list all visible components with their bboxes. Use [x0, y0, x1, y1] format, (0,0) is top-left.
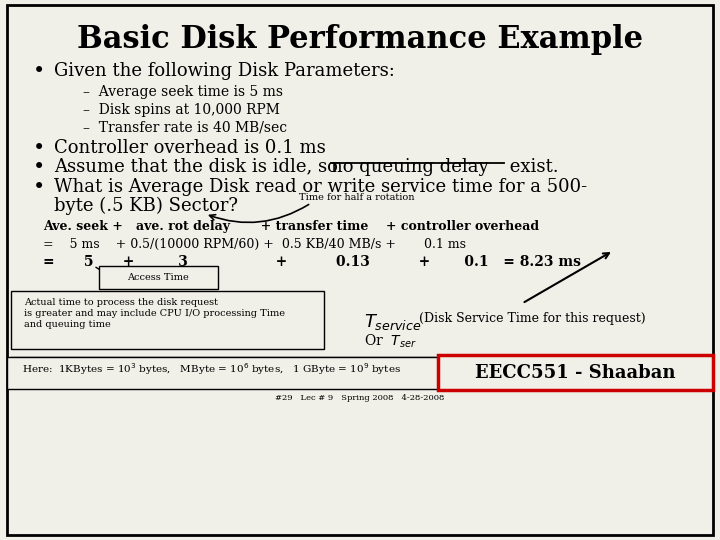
Text: exist.: exist. [504, 158, 559, 176]
Text: $T_{service}$: $T_{service}$ [364, 312, 421, 332]
Text: Here:  1KBytes = 10$^3$ bytes,   MByte = 10$^6$ bytes,   1 GByte = 10$^9$ bytes: Here: 1KBytes = 10$^3$ bytes, MByte = 10… [22, 361, 400, 377]
Text: What is Average Disk read or write service time for a 500-: What is Average Disk read or write servi… [54, 178, 587, 196]
Text: byte (.5 KB) Sector?: byte (.5 KB) Sector? [54, 197, 238, 215]
Text: Or  $T_{ser}$: Or $T_{ser}$ [364, 332, 416, 349]
FancyBboxPatch shape [438, 355, 713, 390]
Text: Access Time: Access Time [127, 273, 189, 281]
Text: no queuing delay: no queuing delay [331, 158, 489, 176]
FancyBboxPatch shape [7, 5, 713, 535]
Text: is greater and may include CPU I/O processing Time: is greater and may include CPU I/O proce… [24, 309, 285, 318]
Text: Assume that the disk is idle, so: Assume that the disk is idle, so [54, 158, 343, 176]
Text: –  Disk spins at 10,000 RPM: – Disk spins at 10,000 RPM [83, 103, 279, 117]
Text: Controller overhead is 0.1 ms: Controller overhead is 0.1 ms [54, 139, 325, 157]
FancyBboxPatch shape [99, 266, 218, 289]
Text: Ave. seek +   ave. rot delay       + transfer time    + controller overhead: Ave. seek + ave. rot delay + transfer ti… [43, 220, 539, 233]
Text: Actual time to process the disk request: Actual time to process the disk request [24, 298, 217, 307]
Text: •: • [32, 62, 45, 81]
Text: Time for half a rotation: Time for half a rotation [299, 193, 414, 202]
Text: •: • [32, 139, 45, 158]
Text: •: • [32, 158, 45, 177]
Text: Basic Disk Performance Example: Basic Disk Performance Example [77, 24, 643, 55]
Text: –  Average seek time is 5 ms: – Average seek time is 5 ms [83, 85, 283, 99]
Text: –  Transfer rate is 40 MB/sec: – Transfer rate is 40 MB/sec [83, 120, 287, 134]
Text: =    5 ms    + 0.5/(10000 RPM/60) +  0.5 KB/40 MB/s +       0.1 ms: = 5 ms + 0.5/(10000 RPM/60) + 0.5 KB/40 … [43, 238, 467, 251]
Text: EECC551 - Shaaban: EECC551 - Shaaban [475, 363, 675, 382]
FancyBboxPatch shape [11, 291, 324, 349]
Text: (Disk Service Time for this request): (Disk Service Time for this request) [419, 312, 646, 325]
Text: •: • [32, 178, 45, 197]
Text: and queuing time: and queuing time [24, 320, 110, 329]
Text: #29   Lec # 9   Spring 2008   4-28-2008: #29 Lec # 9 Spring 2008 4-28-2008 [275, 394, 445, 402]
FancyBboxPatch shape [7, 357, 439, 389]
Text: =      5      +         3                  +          0.13          +       0.1 : = 5 + 3 + 0.13 + 0.1 [43, 255, 581, 269]
Text: Given the following Disk Parameters:: Given the following Disk Parameters: [54, 62, 395, 80]
